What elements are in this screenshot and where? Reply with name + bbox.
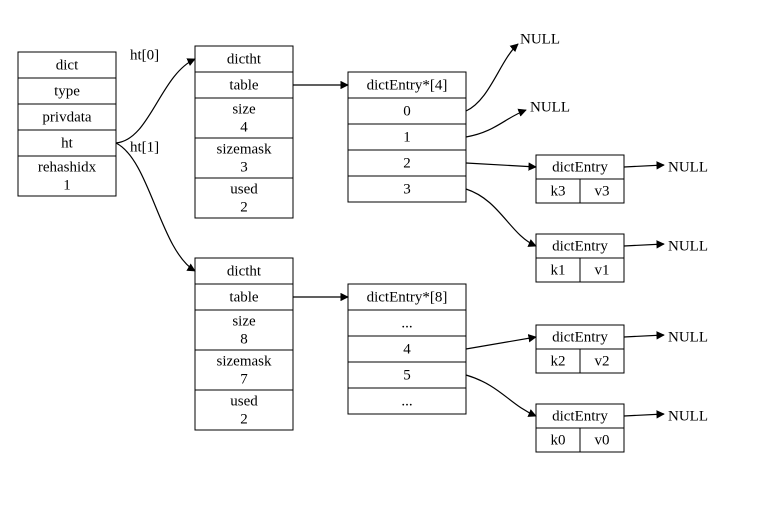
dict-title: dict <box>56 57 79 73</box>
edge-k0-null <box>624 414 664 416</box>
entry-k3-title: dictEntry <box>552 159 608 175</box>
darr4-s0: 0 <box>403 103 411 119</box>
dictht0-mask-v: 3 <box>240 159 248 175</box>
entry-k1-title: dictEntry <box>552 238 608 254</box>
edge-ht1 <box>116 143 195 271</box>
dictht0-used-v: 2 <box>240 199 248 215</box>
entry-k1: dictEntry k1 v1 <box>536 234 624 282</box>
edge-ht0 <box>116 59 195 143</box>
edge-d4-2-k3 <box>466 163 536 167</box>
entry-k2-v: v2 <box>595 353 610 369</box>
entry-k1-v: v1 <box>595 262 610 278</box>
null-0: NULL <box>520 31 560 47</box>
entry-k2-title: dictEntry <box>552 329 608 345</box>
darr4-s2: 2 <box>403 155 411 171</box>
darr8-s1: 4 <box>403 341 411 357</box>
null-k2: NULL <box>668 329 708 345</box>
edge-k2-null <box>624 335 664 337</box>
dictht0-table: table <box>229 77 258 93</box>
dict-rehash-label: rehashidx <box>38 159 97 175</box>
edge-k1-null <box>624 244 664 246</box>
dictht0-size-l: size <box>232 101 256 117</box>
edge-k3-null <box>624 165 664 167</box>
dictht0-mask-l: sizemask <box>217 141 272 157</box>
dictht1-size-l: size <box>232 313 256 329</box>
dictht0-used-l: used <box>230 181 258 197</box>
entry-k1-k: k1 <box>551 262 566 278</box>
dict-privdata: privdata <box>42 109 91 125</box>
dictht1-used-v: 2 <box>240 411 248 427</box>
dictht1-title: dictht <box>227 263 262 279</box>
dictht0-size-v: 4 <box>240 119 248 135</box>
darr4-s1: 1 <box>403 129 411 145</box>
darr8-s0: ... <box>401 315 412 331</box>
darr4-title: dictEntry*[4] <box>367 77 448 93</box>
dictht0-struct: dictht table size 4 sizemask 3 used 2 <box>195 46 293 218</box>
dictht0-title: dictht <box>227 51 262 67</box>
dict-struct: dict type privdata ht rehashidx 1 <box>18 52 116 196</box>
edge-d4-0-null <box>466 44 518 111</box>
entry-k0-k: k0 <box>551 432 566 448</box>
entry-k2-k: k2 <box>551 353 566 369</box>
darr8-s2: 5 <box>403 367 411 383</box>
edge-ht1-label: ht[1] <box>130 139 159 155</box>
edge-d8-5-k0 <box>466 375 536 416</box>
darr4-struct: dictEntry*[4] 0 1 2 3 <box>348 72 466 202</box>
dictht1-mask-v: 7 <box>240 371 248 387</box>
entry-k2: dictEntry k2 v2 <box>536 325 624 373</box>
entry-k3-v: v3 <box>595 183 610 199</box>
entry-k0-v: v0 <box>595 432 610 448</box>
dictht1-size-v: 8 <box>240 331 248 347</box>
dict-ht: ht <box>61 135 74 151</box>
entry-k3-k: k3 <box>551 183 566 199</box>
entry-k3: dictEntry k3 v3 <box>536 155 624 203</box>
entry-k0-title: dictEntry <box>552 408 608 424</box>
darr8-title: dictEntry*[8] <box>367 289 448 305</box>
dict-rehash-val: 1 <box>63 177 71 193</box>
edge-d8-4-k2 <box>466 337 536 349</box>
darr8-s3: ... <box>401 393 412 409</box>
null-k3: NULL <box>668 159 708 175</box>
dictht1-table: table <box>229 289 258 305</box>
edge-ht0-label: ht[0] <box>130 47 159 63</box>
null-1: NULL <box>530 99 570 115</box>
edge-d4-3-k1 <box>466 189 536 246</box>
null-k1: NULL <box>668 238 708 254</box>
dictht1-mask-l: sizemask <box>217 353 272 369</box>
edge-d4-1-null <box>466 110 526 137</box>
null-k0: NULL <box>668 408 708 424</box>
darr4-s3: 3 <box>403 181 411 197</box>
dict-type: type <box>54 83 80 99</box>
dictht1-used-l: used <box>230 393 258 409</box>
darr8-struct: dictEntry*[8] ... 4 5 ... <box>348 284 466 414</box>
entry-k0: dictEntry k0 v0 <box>536 404 624 452</box>
dictht1-struct: dictht table size 8 sizemask 7 used 2 <box>195 258 293 430</box>
